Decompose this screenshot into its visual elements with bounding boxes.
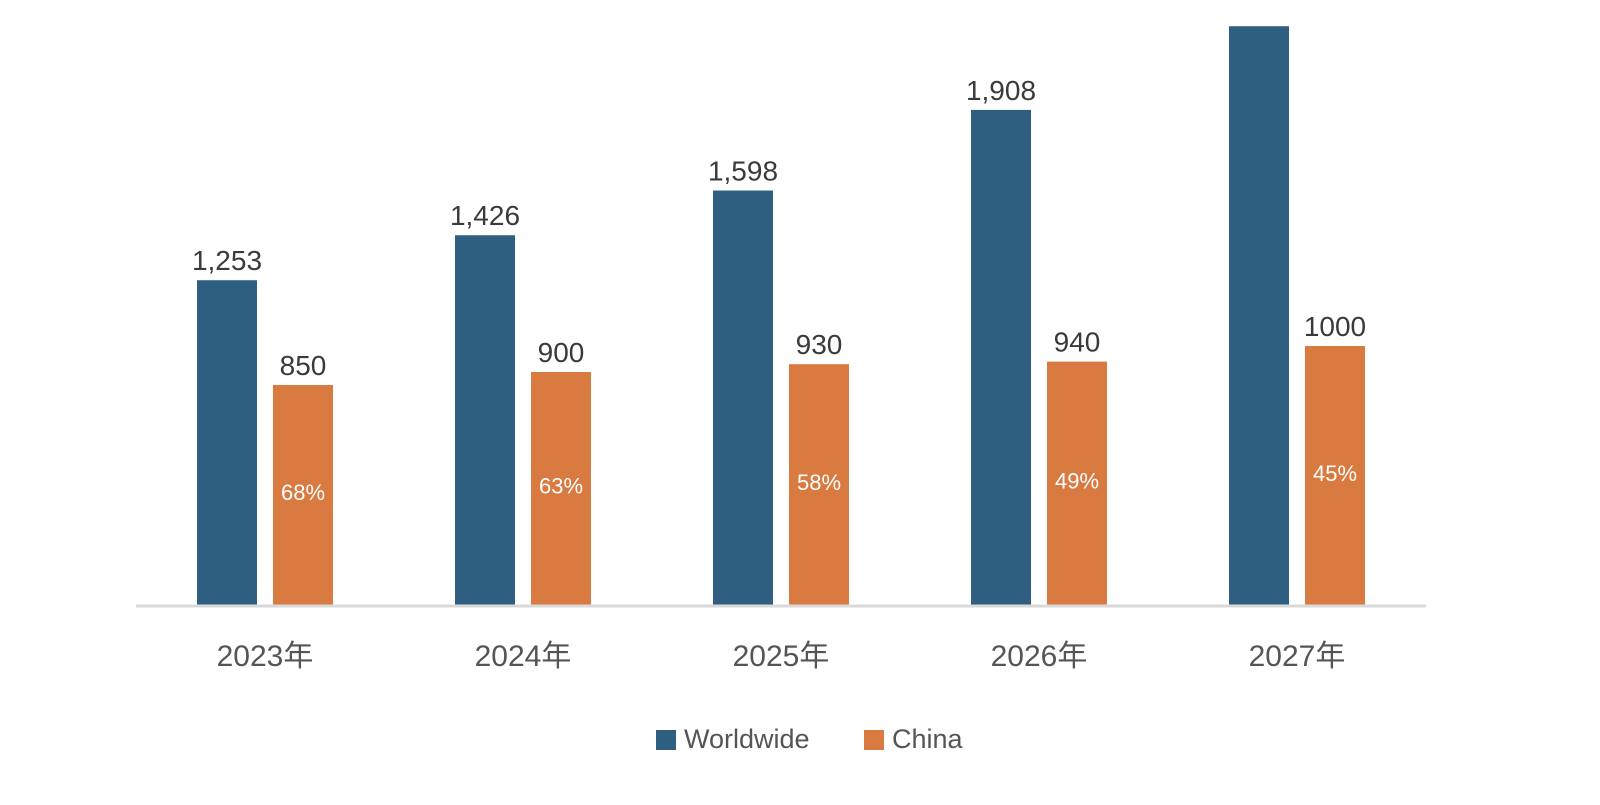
- value-label-china-1: 900: [538, 337, 585, 368]
- bar-china-1: [531, 372, 591, 606]
- share-label-0: 68%: [281, 480, 325, 505]
- category-label-4: 2027年: [1249, 640, 1346, 673]
- value-label-worldwide-1: 1,426: [450, 200, 520, 231]
- bar-worldwide-1: [455, 235, 515, 607]
- value-label-worldwide-0: 1,253: [192, 245, 262, 276]
- value-label-china-0: 850: [280, 350, 327, 381]
- category-label-3: 2026年: [991, 640, 1088, 673]
- category-label-0: 2023年: [217, 640, 314, 673]
- bar-china-0: [273, 385, 333, 606]
- legend-swatch-china: [864, 730, 884, 750]
- category-label-2: 2025年: [733, 640, 830, 673]
- value-label-worldwide-3: 1,908: [966, 75, 1036, 106]
- value-label-worldwide-2: 1,598: [708, 156, 778, 187]
- bar-china-2: [789, 364, 849, 606]
- legend-swatch-worldwide: [656, 730, 676, 750]
- bar-worldwide-0: [197, 280, 257, 606]
- bar-worldwide-3: [971, 109, 1031, 607]
- value-label-china-2: 930: [796, 329, 843, 360]
- share-label-3: 49%: [1055, 469, 1099, 494]
- share-label-1: 63%: [539, 474, 583, 499]
- value-label-china-4: 1000: [1304, 311, 1366, 342]
- legend: Worldwide China: [656, 724, 964, 754]
- bar-worldwide-2: [713, 190, 773, 606]
- legend-label-china: China: [892, 724, 964, 754]
- share-label-2: 58%: [797, 470, 841, 495]
- share-label-4: 45%: [1313, 461, 1357, 486]
- value-label-china-3: 940: [1054, 327, 1101, 358]
- bar-worldwide-4: [1229, 26, 1289, 606]
- category-label-1: 2024年: [475, 640, 572, 673]
- legend-label-worldwide: Worldwide: [684, 724, 810, 754]
- bar-china-3: [1047, 361, 1107, 606]
- bar-china-4: [1305, 346, 1365, 606]
